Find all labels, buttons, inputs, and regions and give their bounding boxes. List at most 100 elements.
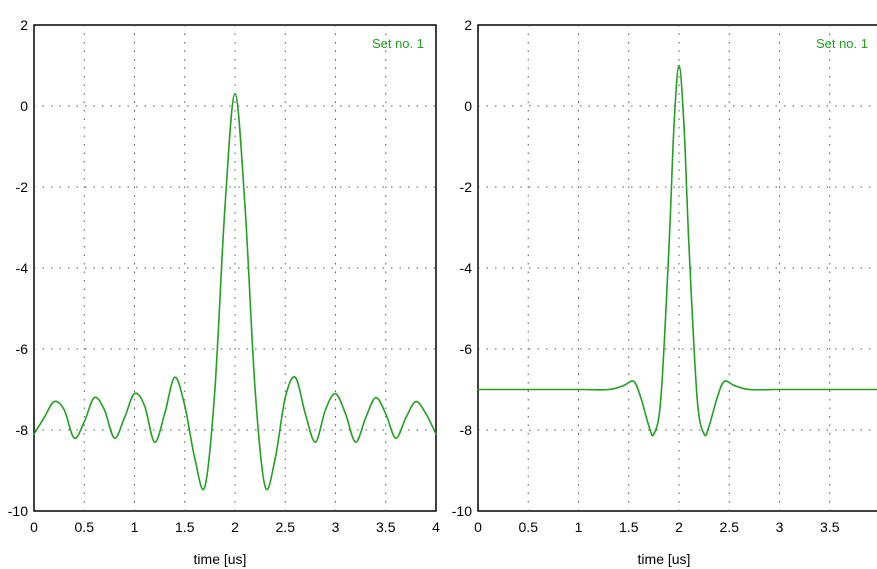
right-plot-data-point [577, 388, 580, 391]
left-plot-set-label: Set no. 1 [372, 36, 424, 51]
left-plot-data-point [344, 413, 347, 415]
left-plot-data-point [254, 388, 256, 391]
right-plot: 2 0 -2 -4 -6 -8 -10 0 0.5 1 1.5 2 2.5 3 3.5 Set no. 1… [452, 17, 877, 567]
left-plot-data-point [294, 376, 297, 379]
right-plot-y-tick-label: -8 [460, 422, 473, 438]
right-plot-data-point [673, 125, 675, 128]
right-plot-data-point [778, 388, 781, 391]
right-plot-data-point [653, 433, 655, 435]
right-plot-x-tick-label: 3 [776, 519, 784, 535]
left-plot-data-point [204, 485, 206, 488]
left-plot-data-point [113, 437, 116, 439]
right-plot-data-point [733, 384, 736, 387]
left-plot-data-point [143, 404, 146, 407]
left-plot-data-point [93, 396, 96, 399]
left-plot-x-tick-label: 4 [432, 519, 440, 535]
left-plot-x-tick-label: 3.5 [376, 519, 396, 535]
left-plot-data-point [53, 400, 55, 403]
left-plot-data-point [395, 437, 397, 439]
left-plot-data-point [123, 417, 126, 419]
left-plot-data-point [304, 413, 307, 415]
right-plot-data-point [703, 433, 705, 435]
right-plot-data-point [477, 388, 479, 391]
left-plot-data-point [324, 408, 327, 411]
right-plot-x-tick-label: 1.5 [619, 519, 639, 535]
right-plot-data-point [678, 64, 680, 67]
right-plot-y-tick-label: -10 [452, 503, 472, 519]
right-plot-data-point [648, 425, 650, 427]
left-plot-x-tick-label: 0.5 [75, 519, 95, 535]
right-plot-data-point [696, 396, 698, 399]
right-plot-data-point [527, 388, 530, 391]
right-plot-y-tick-label: 2 [464, 17, 472, 33]
right-plot-y-tick-label: -6 [460, 341, 473, 357]
left-plot-data-point [173, 376, 176, 379]
right-plot-data-point [708, 425, 710, 427]
left-plot-data-point [274, 457, 277, 460]
left-plot-data-point [364, 417, 367, 419]
right-plot-data-point [716, 396, 718, 399]
left-plot-data-point [153, 441, 156, 443]
left-plot-x-tick-label: 3 [332, 519, 340, 535]
right-plot-data-point [668, 246, 670, 249]
right-plot-data-point [688, 246, 690, 249]
left-plot-data-point [194, 457, 196, 460]
right-plot-x-ticks: 0 0.5 1 1.5 2 2.5 3 3.5 [474, 519, 840, 535]
left-plot-data-point [133, 392, 136, 395]
right-plot-y-ticks: 2 0 -2 -4 -6 -8 -10 [452, 17, 472, 519]
right-plot-y-tick-label: 0 [464, 98, 472, 114]
left-plot-data-point [334, 392, 337, 395]
left-plot-data-point [405, 417, 407, 419]
left-plot-y-tick-label: -10 [8, 503, 28, 519]
right-plot-data-point [828, 388, 831, 391]
left-plot-x-tick-label: 1.5 [175, 519, 195, 535]
right-plot-x-tick-label: 0.5 [519, 519, 539, 535]
left-plot-y-tick-label: -4 [16, 260, 29, 276]
left-plot: 2 0 -2 -4 -6 -8 -10 0 0.5 1 1.5 2 2.5 3 3.5 4 Set no. … [8, 17, 440, 567]
left-plot-data-point [224, 206, 226, 209]
left-plot-x-tick-label: 1 [131, 519, 139, 535]
left-plot-data-point [314, 441, 317, 443]
left-plot-data-point [284, 396, 287, 399]
left-plot-data-point [73, 437, 75, 439]
left-plot-y-tick-label: 0 [20, 98, 28, 114]
right-plot-x-tick-label: 1 [575, 519, 583, 535]
left-plot-data-point [103, 408, 106, 411]
right-plot-set-label: Set no. 1 [816, 36, 868, 51]
right-plot-y-tick-label: -4 [460, 260, 473, 276]
right-plot-x-tick-label: 3.5 [820, 519, 840, 535]
left-plot-data-point [425, 413, 427, 415]
left-plot-data-point [415, 400, 417, 403]
left-plot-y-tick-label: -8 [16, 422, 29, 438]
right-plot-data-point [632, 380, 635, 383]
right-plot-data-point [607, 388, 610, 391]
left-plot-data-point [234, 93, 236, 95]
left-plot-data-point [214, 388, 216, 391]
left-plot-data-point [384, 413, 387, 415]
right-plot-x-tick-label: 2.5 [720, 519, 740, 535]
left-plot-data-point [374, 396, 377, 399]
left-plot-data-point [354, 441, 357, 443]
left-plot-data-point [83, 421, 86, 423]
left-plot-y-tick-label: 2 [20, 17, 28, 33]
right-plot-x-tick-label: 2 [675, 519, 683, 535]
left-plot-x-tick-label: 2.5 [276, 519, 296, 535]
right-plot-x-tick-label: 0 [474, 519, 482, 535]
left-plot-x-tick-label: 2 [231, 519, 239, 535]
left-plot-y-tick-label: -2 [16, 179, 29, 195]
left-plot-data-point [183, 404, 186, 407]
right-plot-data-point [640, 396, 642, 399]
left-plot-background [33, 24, 437, 512]
right-plot-x-axis-label: time [us] [638, 551, 691, 567]
left-plot-x-axis-label: time [us] [194, 551, 247, 567]
left-plot-x-ticks: 0 0.5 1 1.5 2 2.5 3 3.5 4 [30, 519, 440, 535]
right-plot-data-point [660, 396, 662, 399]
left-plot-data-point [63, 408, 65, 411]
right-plot-data-point [723, 380, 726, 383]
left-plot-data-point [264, 485, 266, 488]
left-plot-data-point [33, 433, 35, 435]
right-plot-data-point [683, 125, 685, 128]
right-plot-data-point [622, 384, 625, 387]
left-plot-data-point [163, 413, 166, 415]
